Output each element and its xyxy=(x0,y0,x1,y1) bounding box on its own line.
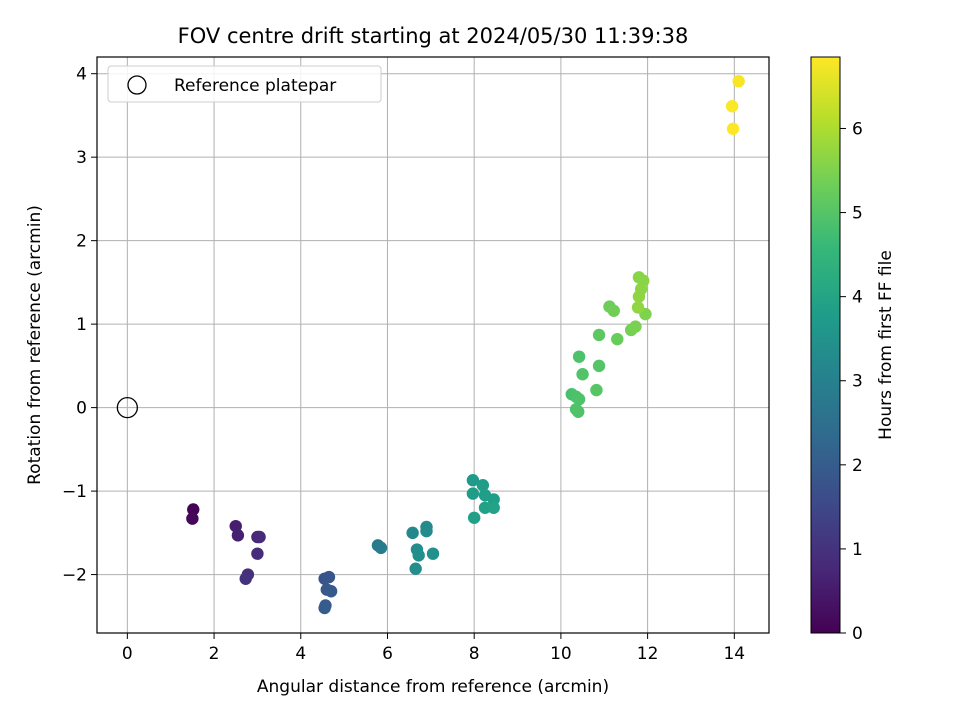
x-axis-ticks: 0 2 4 6 8 10 12 14 xyxy=(122,633,745,664)
x-tick-label: 0 xyxy=(122,644,133,664)
data-point xyxy=(253,530,266,544)
data-point xyxy=(572,350,586,363)
colorbar-ramp xyxy=(810,56,841,634)
data-point xyxy=(231,529,245,542)
data-point xyxy=(374,541,388,555)
legend-label-reference: Reference platepar xyxy=(174,76,336,96)
data-point xyxy=(476,479,490,492)
data-point xyxy=(239,572,252,585)
y-tick-label: 3 xyxy=(76,148,87,168)
plot-area xyxy=(96,56,770,634)
data-point xyxy=(406,526,419,540)
x-tick-label: 8 xyxy=(469,644,480,664)
y-tick-label: 1 xyxy=(76,315,87,335)
y-tick-label: −2 xyxy=(62,566,87,586)
y-axis-ticks: −2 −1 0 1 2 3 4 xyxy=(62,65,97,586)
y-tick-label: 0 xyxy=(76,399,87,419)
data-point xyxy=(467,511,481,524)
data-point xyxy=(466,487,480,500)
data-point xyxy=(318,601,331,615)
data-point xyxy=(426,547,440,560)
data-point xyxy=(590,383,603,397)
y-tick-label: 4 xyxy=(76,65,87,85)
grid-lines xyxy=(97,57,769,633)
data-point xyxy=(631,301,645,314)
data-point xyxy=(186,512,199,525)
y-tick-label: 2 xyxy=(76,232,87,252)
y-axis-label: Rotation from reference (arcmin) xyxy=(25,205,45,485)
colorbar-tick-label: 0 xyxy=(852,624,863,644)
reference-platepar-marker xyxy=(116,396,138,419)
colorbar-tick-label: 6 xyxy=(852,119,863,139)
data-point xyxy=(576,368,589,381)
data-point xyxy=(611,332,624,346)
data-point xyxy=(187,503,200,516)
data-point xyxy=(592,359,606,373)
data-point xyxy=(592,328,606,342)
data-point xyxy=(466,474,480,487)
data-point xyxy=(726,122,740,135)
colorbar: 0 1 2 3 4 5 6 Hours from first FF file xyxy=(810,56,896,644)
colorbar-label: Hours from first FF file xyxy=(876,250,896,440)
x-tick-label: 14 xyxy=(723,644,745,664)
x-tick-label: 10 xyxy=(550,644,572,664)
colorbar-tick-label: 3 xyxy=(852,372,863,392)
data-point xyxy=(629,320,642,333)
x-axis-label: Angular distance from reference (arcmin) xyxy=(257,677,609,697)
data-point xyxy=(732,75,745,88)
data-point xyxy=(607,304,620,317)
colorbar-tick-label: 5 xyxy=(852,204,863,224)
data-point xyxy=(632,290,646,303)
colorbar-tick-label: 1 xyxy=(852,540,863,560)
data-point xyxy=(572,393,586,406)
chart-title: FOV centre drift starting at 2024/05/30 … xyxy=(178,24,689,48)
data-point xyxy=(322,570,336,584)
x-tick-label: 4 xyxy=(295,644,306,664)
data-point xyxy=(478,501,492,514)
data-point xyxy=(487,501,500,514)
data-point xyxy=(420,524,433,538)
data-points xyxy=(116,75,745,615)
data-point xyxy=(324,585,338,598)
legend-marker-reference xyxy=(127,75,147,95)
y-tick-label: −1 xyxy=(62,482,87,502)
data-point xyxy=(725,100,739,113)
legend-box xyxy=(107,65,382,103)
data-point xyxy=(251,547,264,560)
x-tick-label: 12 xyxy=(637,644,659,664)
data-point xyxy=(409,562,422,575)
data-point xyxy=(572,405,585,418)
legend: Reference platepar xyxy=(107,65,382,103)
x-tick-label: 2 xyxy=(209,644,220,664)
colorbar-tick-label: 4 xyxy=(852,288,863,308)
x-tick-label: 6 xyxy=(382,644,393,664)
colorbar-tick-label: 2 xyxy=(852,456,863,476)
colorbar-ticks: 0 1 2 3 4 5 6 xyxy=(840,119,863,644)
data-point xyxy=(412,549,425,562)
